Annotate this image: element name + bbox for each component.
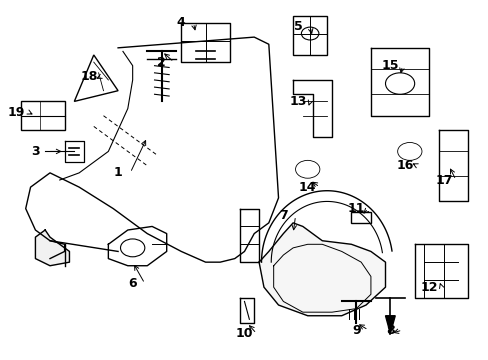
- Text: 2: 2: [157, 55, 166, 69]
- Text: 11: 11: [347, 202, 365, 215]
- Text: 10: 10: [235, 327, 253, 340]
- Bar: [351, 212, 370, 223]
- Text: 1: 1: [114, 166, 122, 179]
- Circle shape: [120, 239, 144, 257]
- Polygon shape: [35, 230, 69, 266]
- Text: 16: 16: [395, 159, 413, 172]
- Text: 13: 13: [289, 95, 306, 108]
- Polygon shape: [239, 298, 254, 323]
- Bar: [292, 16, 326, 55]
- Bar: [21, 102, 64, 130]
- Text: 4: 4: [177, 16, 185, 29]
- Text: 9: 9: [351, 324, 360, 337]
- Polygon shape: [414, 244, 467, 298]
- Text: 6: 6: [128, 277, 137, 290]
- Text: 19: 19: [7, 105, 24, 119]
- Text: 14: 14: [298, 181, 316, 194]
- Circle shape: [385, 73, 414, 94]
- Circle shape: [295, 160, 319, 178]
- Text: 8: 8: [385, 324, 394, 337]
- Text: 17: 17: [434, 174, 452, 186]
- Circle shape: [300, 164, 314, 175]
- Polygon shape: [292, 80, 331, 137]
- Polygon shape: [438, 130, 467, 202]
- Circle shape: [397, 143, 421, 160]
- Polygon shape: [370, 48, 428, 116]
- Polygon shape: [385, 316, 394, 334]
- Polygon shape: [259, 223, 385, 316]
- Text: 5: 5: [293, 20, 302, 33]
- Text: 3: 3: [31, 145, 40, 158]
- Circle shape: [402, 146, 416, 157]
- Polygon shape: [74, 55, 118, 102]
- Text: 18: 18: [80, 70, 98, 83]
- Polygon shape: [108, 226, 166, 266]
- Text: 15: 15: [381, 59, 398, 72]
- Text: 12: 12: [420, 281, 437, 294]
- Text: 7: 7: [279, 209, 287, 222]
